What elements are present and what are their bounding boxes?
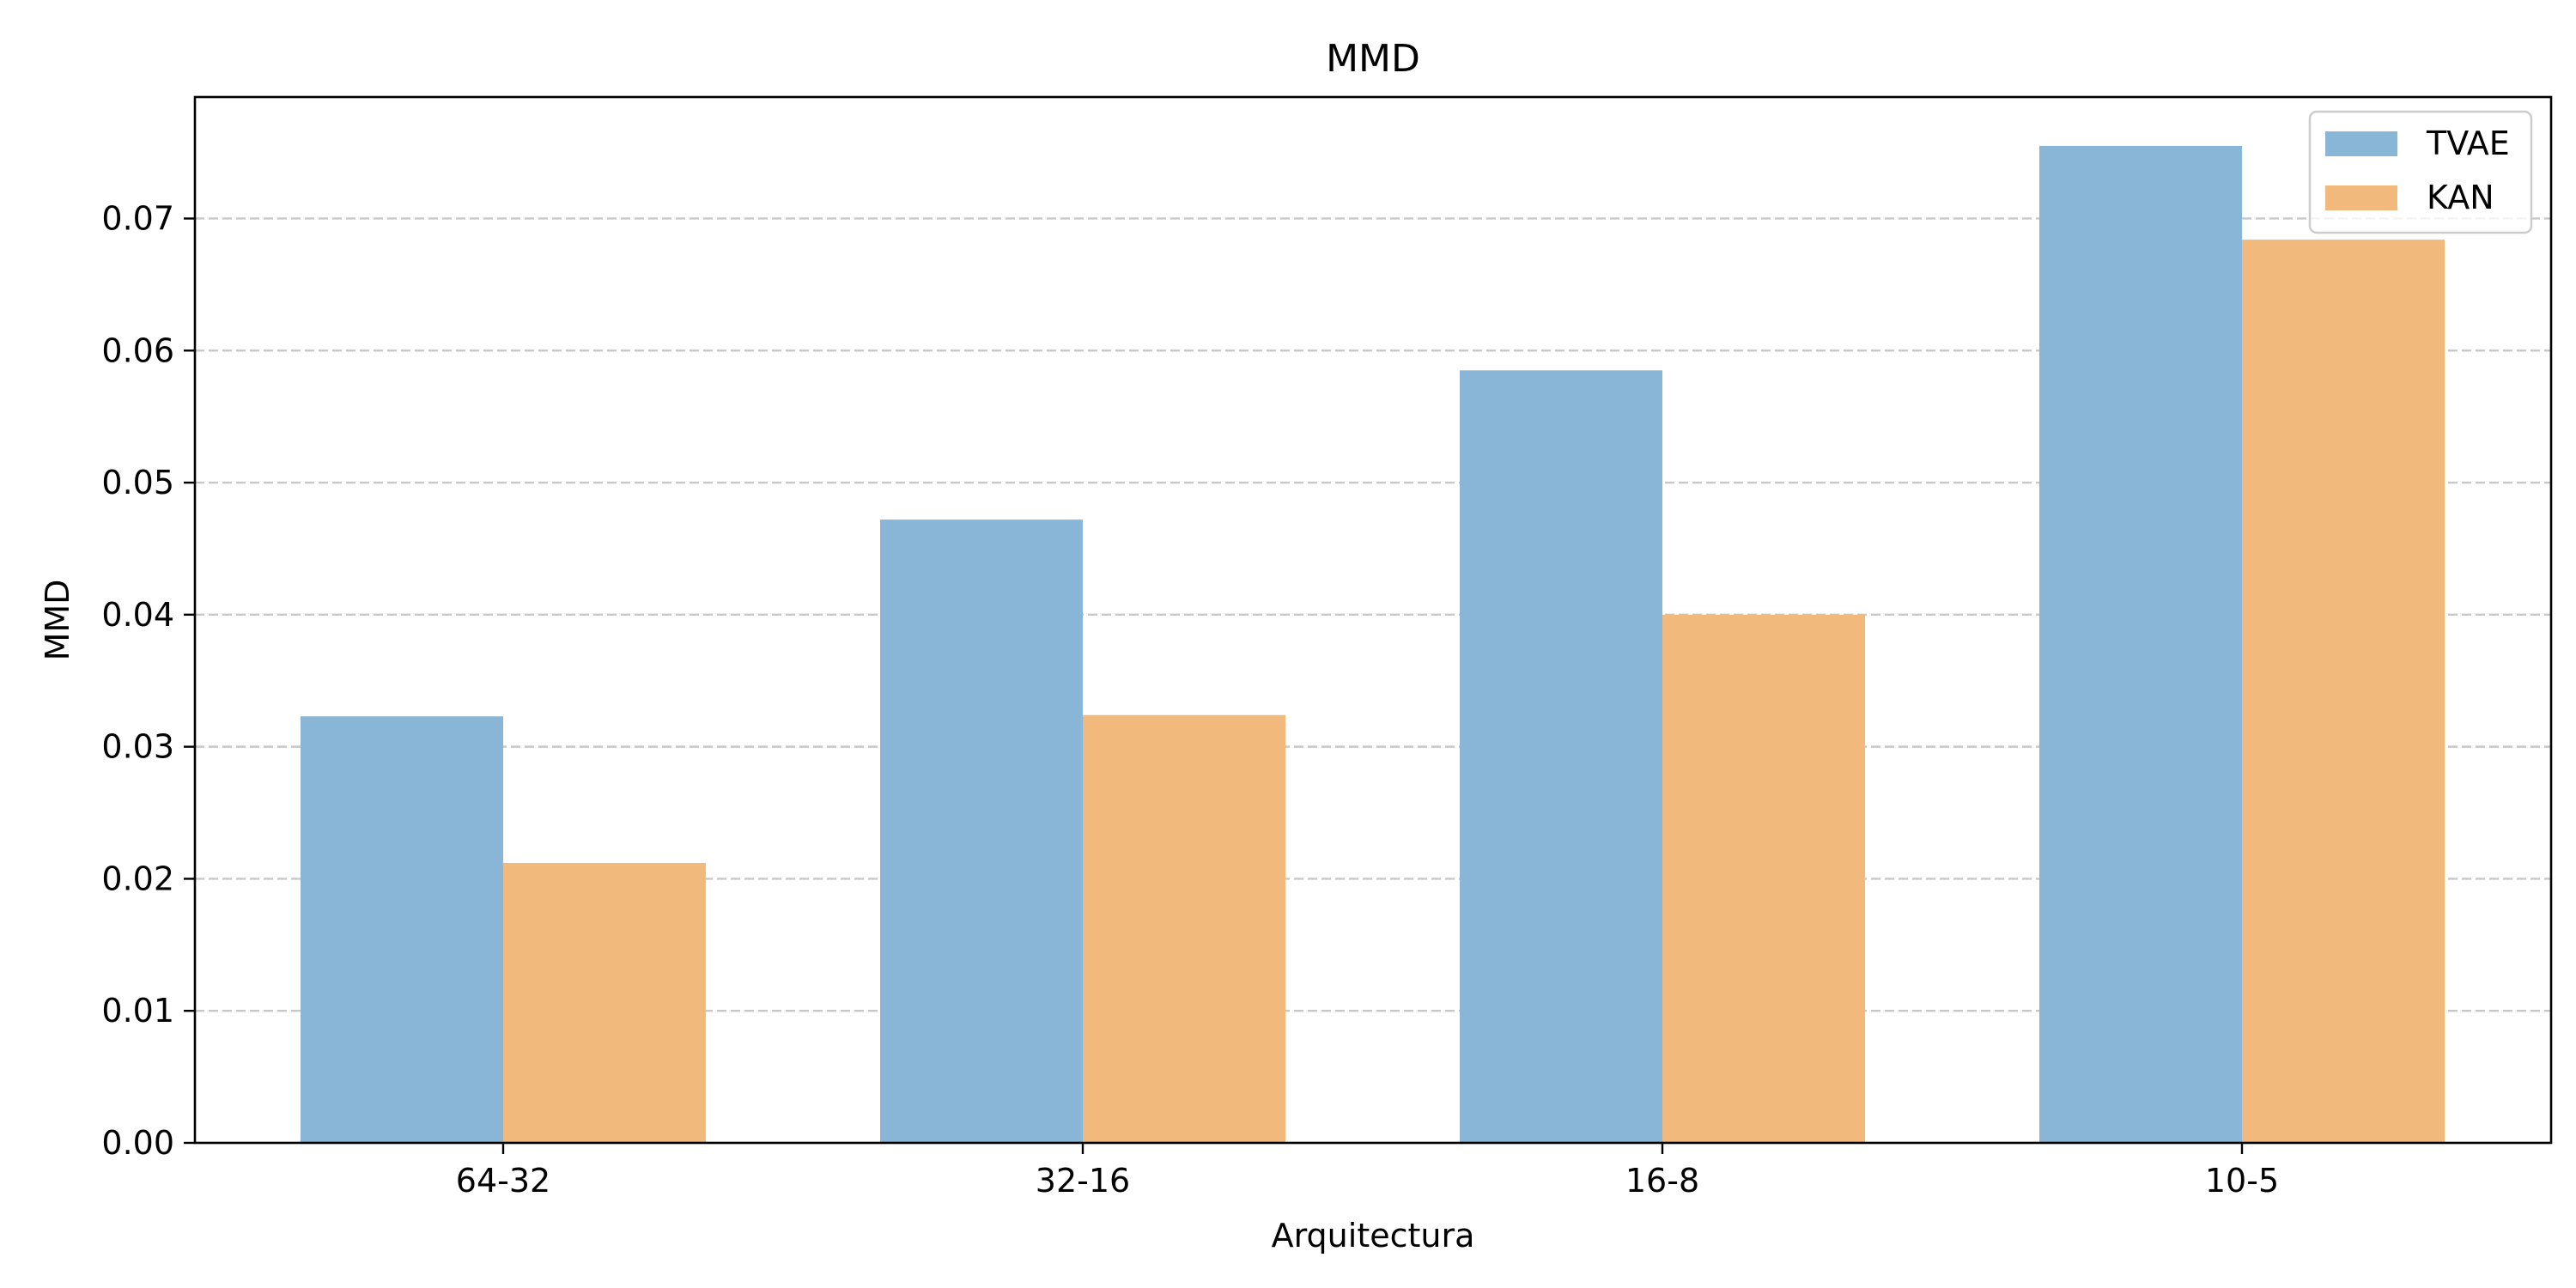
- legend: TVAE KAN: [2308, 110, 2533, 234]
- bar-tvae-10-5: [2039, 145, 2242, 1144]
- bar-kan-16-8: [1662, 614, 1865, 1143]
- bar-tvae-32-16: [880, 519, 1083, 1143]
- x-tick-label: 32-16: [1036, 1162, 1130, 1200]
- x-tick-label: 10-5: [2205, 1162, 2279, 1200]
- bars: [301, 145, 2445, 1144]
- x-tick-label: 64-32: [456, 1162, 550, 1200]
- legend-swatch-kan: [2325, 185, 2397, 210]
- legend-label-kan: KAN: [2427, 179, 2494, 216]
- y-tick-label: 0.00: [101, 1124, 174, 1162]
- bar-kan-32-16: [1083, 714, 1285, 1143]
- x-tick-label: 16-8: [1625, 1162, 1699, 1200]
- bar-tvae-64-32: [301, 716, 503, 1143]
- y-tick-label: 0.03: [101, 728, 174, 766]
- y-axis: 0.00 0.01 0.02 0.03 0.04 0.05 0.06 0.07: [101, 199, 195, 1162]
- plot-frame: [193, 95, 2553, 1145]
- x-axis-label: Arquitectura: [1272, 1217, 1475, 1255]
- y-tick-label: 0.05: [101, 464, 174, 501]
- y-tick-label: 0.07: [101, 199, 174, 237]
- bar-kan-64-32: [503, 862, 706, 1143]
- y-tick-label: 0.06: [101, 331, 174, 369]
- y-tick-label: 0.04: [101, 596, 174, 634]
- bar-kan-10-5: [2242, 240, 2445, 1143]
- bar-tvae-16-8: [1460, 370, 1662, 1143]
- y-axis-label: MMD: [39, 580, 76, 661]
- x-axis: 64-32 32-16 16-8 10-5: [456, 1143, 2279, 1200]
- legend-label-tvae: TVAE: [2426, 125, 2510, 162]
- y-tick-label: 0.02: [101, 860, 174, 897]
- y-tick-label: 0.01: [101, 992, 174, 1030]
- legend-swatch-tvae: [2325, 131, 2397, 156]
- chart-title: MMD: [1326, 37, 1420, 81]
